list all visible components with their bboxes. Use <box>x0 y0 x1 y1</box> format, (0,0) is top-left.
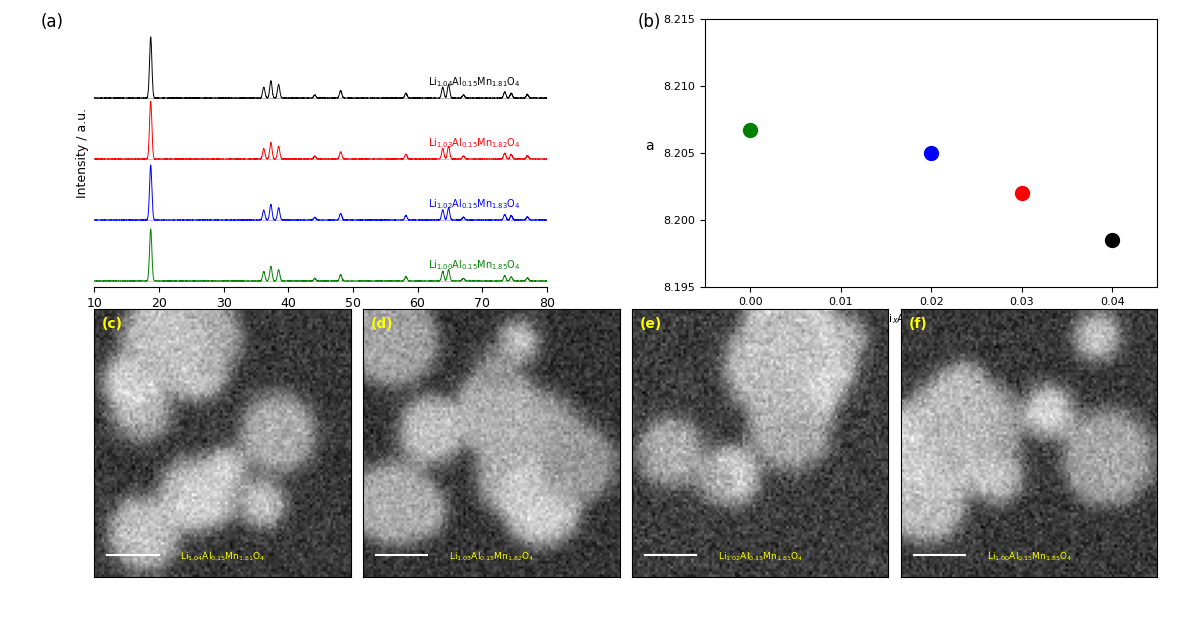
Text: (d): (d) <box>371 317 393 330</box>
Text: Li$_{1.00}$Al$_{0.15}$Mn$_{1.85}$O$_4$: Li$_{1.00}$Al$_{0.15}$Mn$_{1.85}$O$_4$ <box>429 258 521 272</box>
Text: (f): (f) <box>909 317 928 330</box>
Y-axis label: a: a <box>645 139 654 153</box>
Text: (e): (e) <box>640 317 663 330</box>
X-axis label: Li[Li$_x$Al$_{0.15}$Mn$_{1.85-x}$]O$_4$: Li[Li$_x$Al$_{0.15}$Mn$_{1.85-x}$]O$_4$ <box>869 312 993 326</box>
Text: (a): (a) <box>40 13 64 31</box>
Text: Li$_{1.04}$Al$_{0.15}$Mn$_{1.81}$O$_4$: Li$_{1.04}$Al$_{0.15}$Mn$_{1.81}$O$_4$ <box>429 75 521 89</box>
Text: Li$_{1.02}$Al$_{0.15}$Mn$_{1.83}$O$_4$: Li$_{1.02}$Al$_{0.15}$Mn$_{1.83}$O$_4$ <box>429 197 521 211</box>
Y-axis label: Intensity / a.u.: Intensity / a.u. <box>76 108 89 198</box>
Text: Li$_{1.03}$Al$_{0.15}$Mn$_{1.82}$O$_4$: Li$_{1.03}$Al$_{0.15}$Mn$_{1.82}$O$_4$ <box>429 136 521 150</box>
Text: Li$_{1.04}$Al$_{0.15}$Mn$_{1.81}$O$_4$: Li$_{1.04}$Al$_{0.15}$Mn$_{1.81}$O$_4$ <box>180 551 266 564</box>
X-axis label: 2θ: 2θ <box>312 315 329 329</box>
Text: Li$_{1.02}$Al$_{0.15}$Mn$_{1.83}$O$_4$: Li$_{1.02}$Al$_{0.15}$Mn$_{1.83}$O$_4$ <box>718 551 803 564</box>
Text: Li$_{1.00}$Al$_{0.15}$Mn$_{1.85}$O$_4$: Li$_{1.00}$Al$_{0.15}$Mn$_{1.85}$O$_4$ <box>986 551 1072 564</box>
Text: Li$_{1.03}$Al$_{0.15}$Mn$_{1.82}$O$_4$: Li$_{1.03}$Al$_{0.15}$Mn$_{1.82}$O$_4$ <box>449 551 534 564</box>
Text: (c): (c) <box>103 317 123 330</box>
Text: (b): (b) <box>638 13 660 31</box>
